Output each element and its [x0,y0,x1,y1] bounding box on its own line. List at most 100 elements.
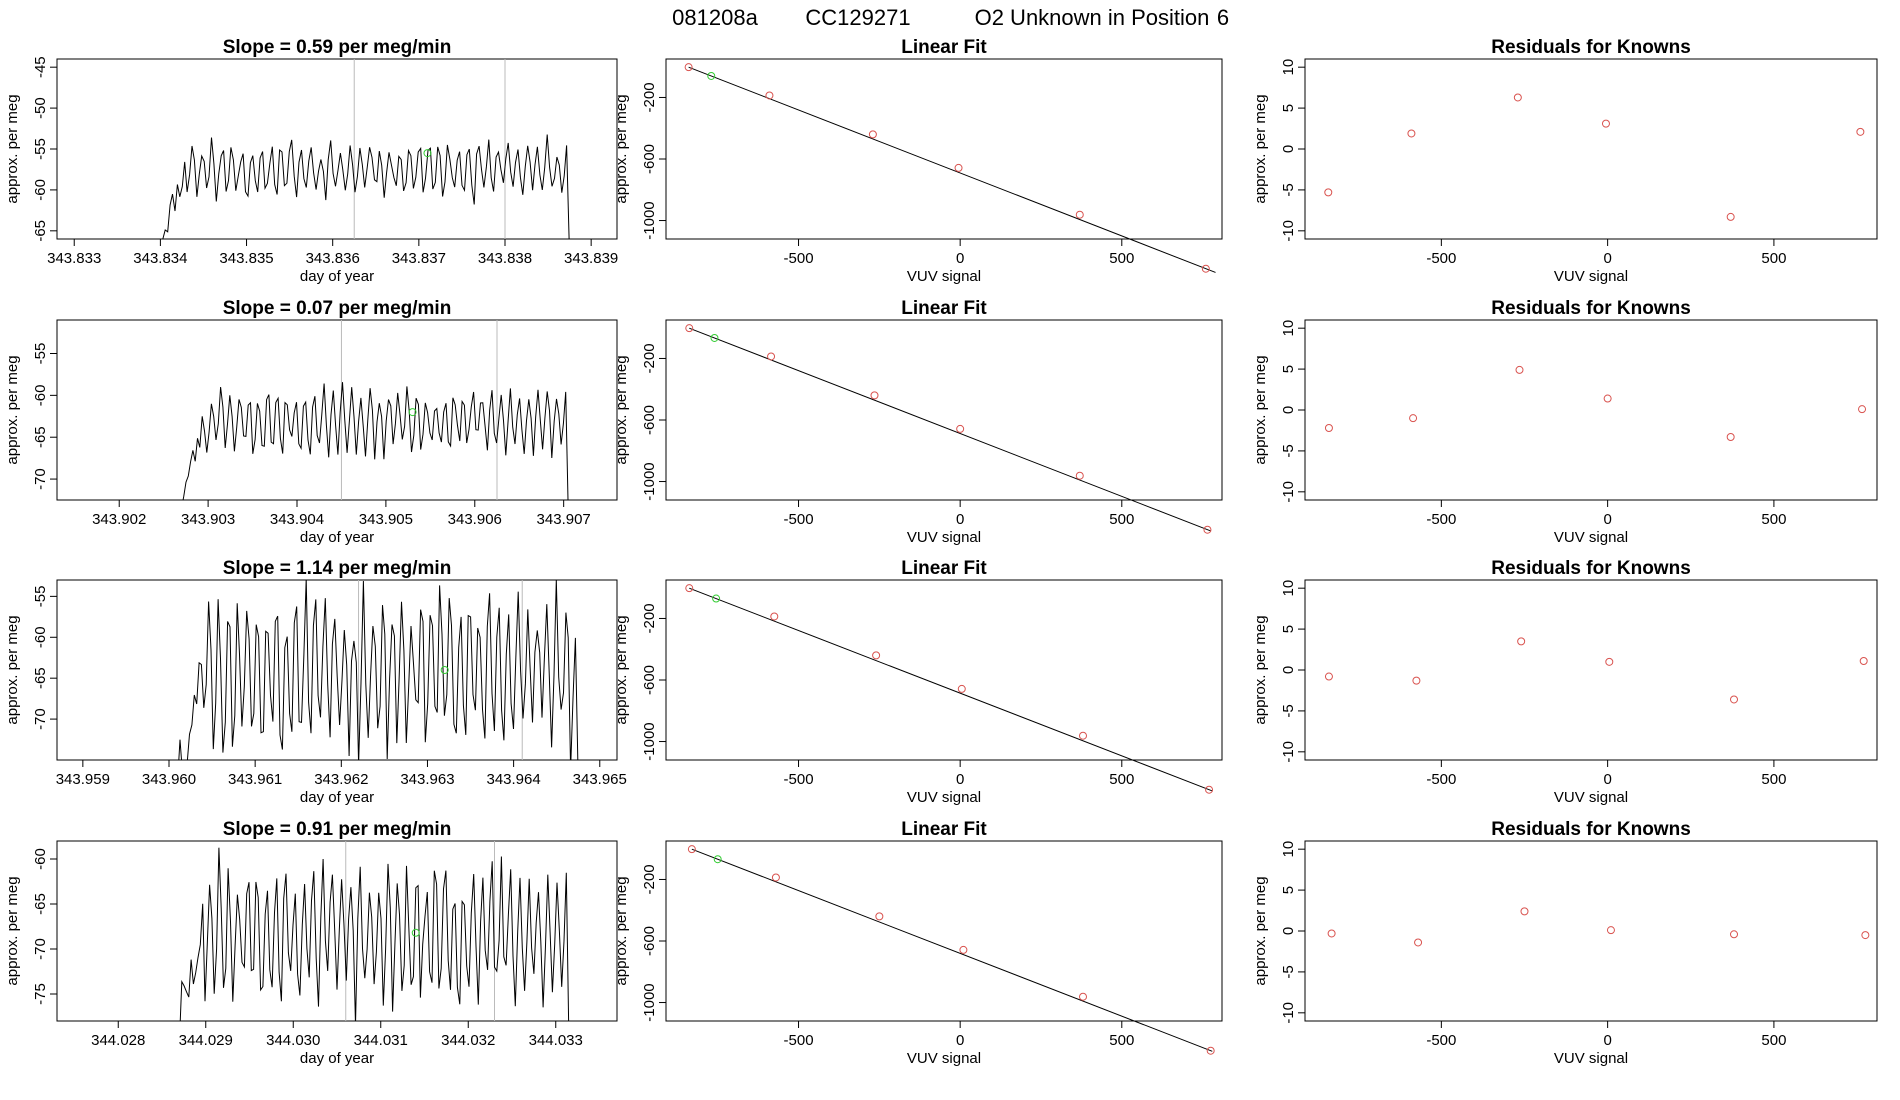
timeseries-1-ytick-label: -45 [32,56,49,78]
linear-fit-1-xtick-label: 0 [956,250,964,267]
figure-title-description: O2 Unknown in Position [975,5,1210,30]
residuals-3-xlabel: VUV signal [1554,789,1628,806]
residuals-2-xlabel: VUV signal [1554,529,1628,546]
linear-fit-known-point [957,684,966,693]
linear-fit-title-1: Linear Fit [901,37,987,58]
linear-fit-2-xtick-label: -500 [784,511,814,528]
linear-fit-4-xtick-label: -500 [784,1032,814,1049]
linear-fit-1-frame [665,58,1223,240]
residuals-2-xtick-label: -500 [1426,511,1456,528]
residuals-2-ytick-label: 5 [1280,365,1297,373]
timeseries-3-xtick-label: 343.959 [56,771,110,788]
linear-fit-1-ytick-label: -600 [641,144,658,174]
residual-point [1407,129,1416,138]
residuals-4-ytick-label: 5 [1280,886,1297,894]
timeseries-panel-2: Slope = 0.07 per meg/min 343.902 343.903 34… [4,298,618,546]
timeseries-1-ytick-label: -65 [32,220,49,242]
linear-fit-known-point [1203,525,1212,534]
residual-point [1601,119,1610,128]
linear-fit-known-point [1205,785,1214,794]
residuals-2-ytick-label: 0 [1280,406,1297,414]
timeseries-trace-group [182,382,573,500]
residual-point [1605,657,1614,666]
residual-point [1324,188,1333,197]
residuals-2-ytick-label: -5 [1280,444,1297,457]
timeseries-1-xlabel: day of year [300,268,374,285]
timeseries-2-ytick-label: -55 [32,343,49,365]
linear-fit-panel-2: Linear Fit -500 0 500 -1000 -600 -200 VUV signa… [613,298,1223,546]
timeseries-trace-group [179,847,574,1021]
timeseries-2-ytick-label: -60 [32,385,49,407]
linear-fit-1-xtick-label: 500 [1109,250,1134,267]
figure-title-tank: CC129271 [805,5,910,30]
residuals-3-ytick-label: 5 [1280,625,1297,633]
linear-fit-known-point [685,584,694,593]
timeseries-4-xtick-label: 344.028 [91,1032,145,1049]
linear-fit-unknown-point [713,855,722,864]
linear-fit-known-point [1079,731,1087,740]
residual-point [1327,929,1336,938]
residuals-1-ytick-label: -5 [1280,183,1297,196]
residuals-1-xtick-label: 0 [1603,250,1611,267]
timeseries-title-4: Slope = 0.91 per meg/min [223,819,452,840]
linear-fit-1-xtick-label: -500 [784,250,814,267]
timeseries-3-xtick-label: 343.962 [314,771,368,788]
residuals-4-frame [1304,840,1878,1022]
timeseries-panel-1: Slope = 0.59 per meg/min 343.833 343.834 34… [4,37,618,285]
residuals-3-xtick-label: -500 [1426,771,1456,788]
linear-fit-3-ylabel: approx. per meg [613,615,630,724]
timeseries-2-xtick-label: 343.902 [92,511,146,528]
residual-point [1414,938,1423,947]
residuals-2-frame [1304,319,1878,501]
linear-fit-4-frame [665,840,1223,1022]
linear-fit-3-ytick-label: -1000 [641,722,658,760]
residuals-3-ylabel: approx. per meg [1252,615,1269,724]
linear-fit-4-xtick-label: 0 [956,1032,964,1049]
residuals-4-xlabel: VUV signal [1554,1050,1628,1067]
linear-fit-4-xtick-label: 500 [1109,1032,1134,1049]
linear-fit-2-frame [665,319,1223,501]
timeseries-1-ylabel: approx. per meg [4,94,21,203]
residuals-title-2: Residuals for Knowns [1491,298,1691,319]
timeseries-unknown-point [440,666,449,674]
timeseries-4-ytick-label: -75 [32,983,49,1005]
timeseries-4-xlabel: day of year [300,1050,374,1067]
residuals-2-xtick-label: 500 [1761,511,1786,528]
timeseries-trace-line [182,382,573,500]
linear-fit-4-ytick-label: -600 [641,926,658,956]
residual-point [1726,433,1735,441]
timeseries-4-xtick-label: 344.031 [354,1032,408,1049]
linear-fit-unknown-point [707,71,716,80]
timeseries-4-xtick-label: 344.032 [441,1032,495,1049]
timeseries-1-ytick-label: -60 [32,179,49,201]
timeseries-2-xlabel: day of year [300,529,374,546]
linear-fit-known-point [767,352,776,361]
timeseries-2-ytick-label: -70 [32,468,49,490]
residual-point [1324,672,1333,681]
residual-point [1603,394,1612,403]
linear-fit-known-point [765,91,774,100]
residuals-title-3: Residuals for Knowns [1491,558,1691,579]
residuals-panel-3: Residuals for Knowns -500 0 500 -10 -5 0 5 10 VUV… [1252,558,1878,806]
linear-fit-2-xtick-label: 0 [956,511,964,528]
timeseries-1-xtick-label: 343.833 [47,250,101,267]
timeseries-4-xtick-label: 344.029 [179,1032,233,1049]
timeseries-unknown-point [408,408,417,417]
linear-fit-line [688,66,1216,273]
residual-point [1606,926,1615,935]
timeseries-1-xtick-label: 343.836 [306,250,360,267]
linear-fit-title-4: Linear Fit [901,819,987,840]
linear-fit-4-ytick-label: -200 [641,864,658,894]
timeseries-3-frame [56,579,618,761]
residuals-title-1: Residuals for Knowns [1491,37,1691,58]
residuals-1-xlabel: VUV signal [1554,268,1628,285]
residuals-title-4: Residuals for Knowns [1491,819,1691,840]
linear-fit-unknown-point [712,594,721,603]
linear-fit-panel-4: Linear Fit -500 0 500 -1000 -600 -200 VUV signa… [613,819,1223,1067]
residual-point [1730,695,1738,704]
timeseries-trace-line [162,134,574,239]
timeseries-4-ylabel: approx. per meg [4,876,21,985]
linear-fit-2-ylabel: approx. per meg [613,355,630,464]
timeseries-3-xtick-label: 343.960 [142,771,196,788]
timeseries-2-xtick-label: 343.903 [181,511,235,528]
